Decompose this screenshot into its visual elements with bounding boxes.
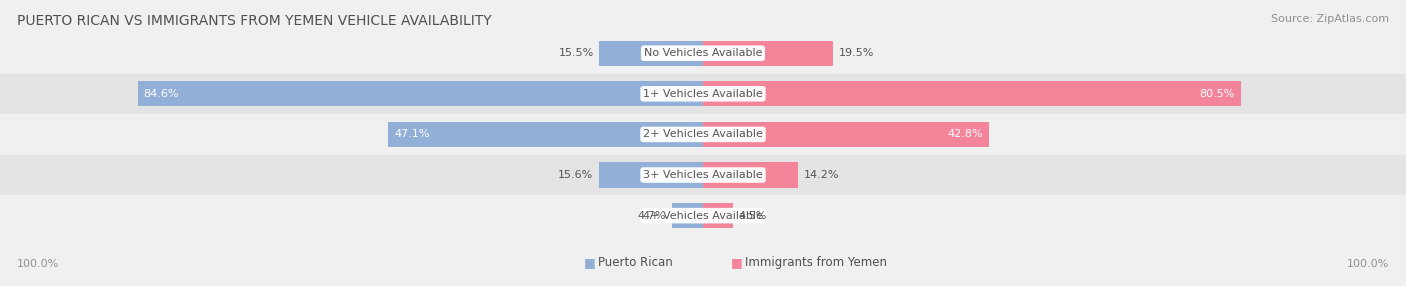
Text: 84.6%: 84.6%: [143, 89, 179, 99]
Text: 4+ Vehicles Available: 4+ Vehicles Available: [643, 211, 763, 221]
Text: PUERTO RICAN VS IMMIGRANTS FROM YEMEN VEHICLE AVAILABILITY: PUERTO RICAN VS IMMIGRANTS FROM YEMEN VE…: [17, 14, 492, 28]
Text: 100.0%: 100.0%: [1347, 259, 1389, 269]
Text: 100.0%: 100.0%: [17, 259, 59, 269]
Text: 4.5%: 4.5%: [738, 211, 768, 221]
Text: 15.6%: 15.6%: [558, 170, 593, 180]
Text: No Vehicles Available: No Vehicles Available: [644, 48, 762, 58]
Text: Puerto Rican: Puerto Rican: [598, 256, 672, 269]
Text: 15.5%: 15.5%: [558, 48, 593, 58]
Text: 4.7%: 4.7%: [637, 211, 666, 221]
Text: 14.2%: 14.2%: [803, 170, 839, 180]
Text: 1+ Vehicles Available: 1+ Vehicles Available: [643, 89, 763, 99]
Text: ■: ■: [583, 256, 595, 269]
Text: 42.8%: 42.8%: [948, 130, 983, 139]
Text: 47.1%: 47.1%: [394, 130, 430, 139]
Text: Immigrants from Yemen: Immigrants from Yemen: [745, 256, 887, 269]
Text: 80.5%: 80.5%: [1199, 89, 1234, 99]
Text: 19.5%: 19.5%: [839, 48, 875, 58]
Text: Source: ZipAtlas.com: Source: ZipAtlas.com: [1271, 14, 1389, 24]
Text: 2+ Vehicles Available: 2+ Vehicles Available: [643, 130, 763, 139]
Text: 3+ Vehicles Available: 3+ Vehicles Available: [643, 170, 763, 180]
Text: ■: ■: [731, 256, 742, 269]
